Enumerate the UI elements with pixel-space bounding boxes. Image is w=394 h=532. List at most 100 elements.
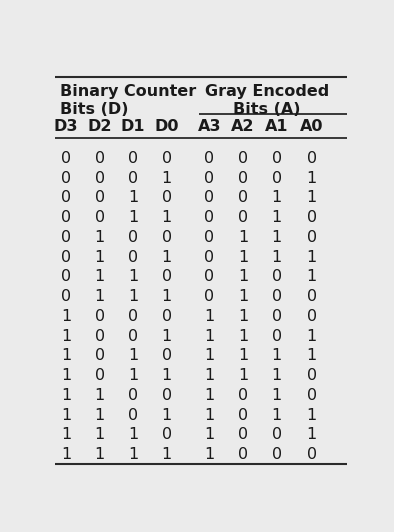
Text: Gray Encoded
Bits (A): Gray Encoded Bits (A) — [205, 85, 329, 117]
Text: 1: 1 — [95, 250, 105, 265]
Text: 1: 1 — [271, 250, 282, 265]
Text: 1: 1 — [61, 388, 71, 403]
Text: 1: 1 — [307, 348, 317, 363]
Text: 0: 0 — [61, 269, 71, 285]
Text: 0: 0 — [61, 230, 71, 245]
Text: 1: 1 — [307, 190, 317, 205]
Text: 0: 0 — [272, 269, 282, 285]
Text: A3: A3 — [198, 119, 221, 134]
Text: 0: 0 — [204, 151, 215, 166]
Text: 1: 1 — [204, 388, 215, 403]
Text: 1: 1 — [204, 368, 215, 383]
Text: 1: 1 — [95, 408, 105, 422]
Text: 0: 0 — [238, 171, 248, 186]
Text: 0: 0 — [238, 190, 248, 205]
Text: 0: 0 — [128, 388, 138, 403]
Text: 0: 0 — [307, 230, 317, 245]
Text: 1: 1 — [271, 368, 282, 383]
Text: Binary Counter
Bits (D): Binary Counter Bits (D) — [60, 85, 196, 117]
Text: 1: 1 — [128, 190, 138, 205]
Text: 0: 0 — [238, 427, 248, 443]
Text: D1: D1 — [121, 119, 145, 134]
Text: 1: 1 — [128, 368, 138, 383]
Text: 0: 0 — [95, 368, 105, 383]
Text: 1: 1 — [128, 447, 138, 462]
Text: 0: 0 — [162, 348, 172, 363]
Text: 1: 1 — [95, 269, 105, 285]
Text: 0: 0 — [307, 368, 317, 383]
Text: 1: 1 — [238, 289, 248, 304]
Text: 1: 1 — [162, 250, 172, 265]
Text: 1: 1 — [307, 329, 317, 344]
Text: 1: 1 — [61, 329, 71, 344]
Text: 0: 0 — [128, 408, 138, 422]
Text: 1: 1 — [61, 309, 71, 324]
Text: 1: 1 — [204, 447, 215, 462]
Text: 0: 0 — [162, 269, 172, 285]
Text: 0: 0 — [128, 171, 138, 186]
Text: 0: 0 — [61, 151, 71, 166]
Text: 0: 0 — [95, 190, 105, 205]
Text: D2: D2 — [87, 119, 112, 134]
Text: 0: 0 — [61, 250, 71, 265]
Text: 0: 0 — [307, 388, 317, 403]
Text: 0: 0 — [128, 309, 138, 324]
Text: 0: 0 — [307, 309, 317, 324]
Text: 1: 1 — [307, 171, 317, 186]
Text: 0: 0 — [204, 250, 215, 265]
Text: 1: 1 — [204, 427, 215, 443]
Text: A1: A1 — [265, 119, 288, 134]
Text: 1: 1 — [238, 230, 248, 245]
Text: 0: 0 — [204, 269, 215, 285]
Text: 1: 1 — [307, 427, 317, 443]
Text: 0: 0 — [307, 289, 317, 304]
Text: 1: 1 — [238, 309, 248, 324]
Text: 1: 1 — [238, 329, 248, 344]
Text: 0: 0 — [95, 309, 105, 324]
Text: 1: 1 — [307, 250, 317, 265]
Text: 0: 0 — [162, 427, 172, 443]
Text: 0: 0 — [272, 289, 282, 304]
Text: 1: 1 — [61, 447, 71, 462]
Text: 0: 0 — [162, 309, 172, 324]
Text: 0: 0 — [238, 408, 248, 422]
Text: 0: 0 — [162, 151, 172, 166]
Text: 0: 0 — [307, 447, 317, 462]
Text: 1: 1 — [61, 348, 71, 363]
Text: 0: 0 — [204, 230, 215, 245]
Text: 0: 0 — [95, 348, 105, 363]
Text: 1: 1 — [238, 250, 248, 265]
Text: 0: 0 — [128, 230, 138, 245]
Text: 1: 1 — [204, 408, 215, 422]
Text: 0: 0 — [238, 447, 248, 462]
Text: 0: 0 — [272, 329, 282, 344]
Text: 0: 0 — [61, 289, 71, 304]
Text: 0: 0 — [272, 171, 282, 186]
Text: 1: 1 — [204, 309, 215, 324]
Text: 0: 0 — [238, 210, 248, 225]
Text: 0: 0 — [307, 210, 317, 225]
Text: 1: 1 — [238, 269, 248, 285]
Text: 1: 1 — [61, 427, 71, 443]
Text: 1: 1 — [238, 368, 248, 383]
Text: 0: 0 — [162, 190, 172, 205]
Text: 1: 1 — [204, 348, 215, 363]
Text: 0: 0 — [238, 151, 248, 166]
Text: 0: 0 — [162, 230, 172, 245]
Text: 0: 0 — [238, 388, 248, 403]
Text: 1: 1 — [271, 348, 282, 363]
Text: 0: 0 — [307, 151, 317, 166]
Text: 1: 1 — [162, 289, 172, 304]
Text: 1: 1 — [271, 388, 282, 403]
Text: 1: 1 — [307, 408, 317, 422]
Text: 1: 1 — [95, 230, 105, 245]
Text: 1: 1 — [61, 408, 71, 422]
Text: 1: 1 — [271, 408, 282, 422]
Text: 0: 0 — [128, 151, 138, 166]
Text: 0: 0 — [204, 210, 215, 225]
Text: 1: 1 — [162, 447, 172, 462]
Text: 1: 1 — [204, 329, 215, 344]
Text: 1: 1 — [61, 368, 71, 383]
Text: 1: 1 — [162, 368, 172, 383]
Text: 1: 1 — [271, 210, 282, 225]
